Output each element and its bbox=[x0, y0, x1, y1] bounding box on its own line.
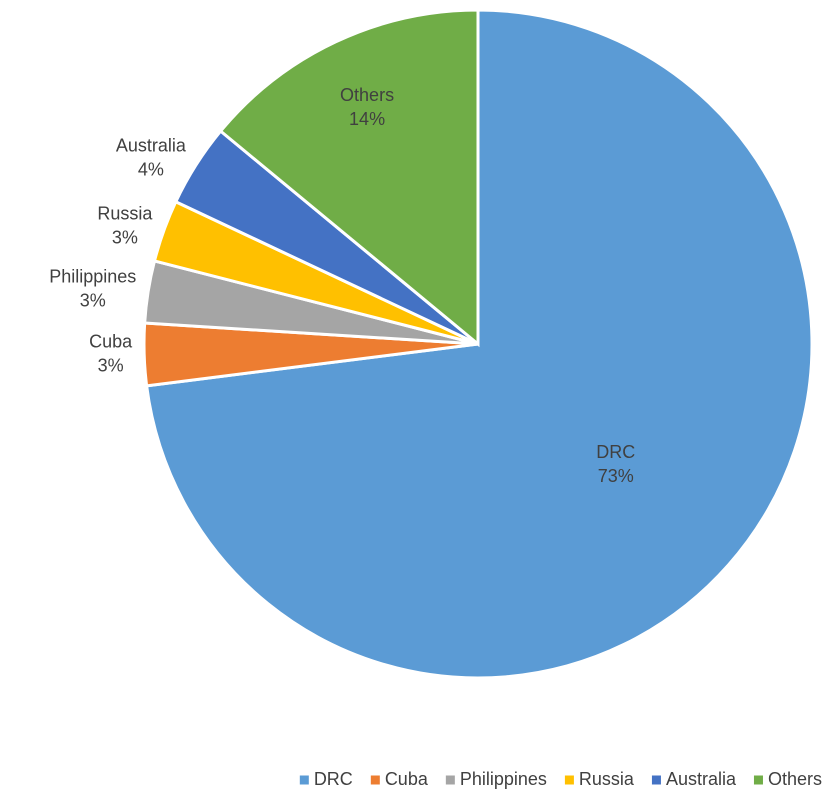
slice-value-label: 3% bbox=[112, 228, 138, 248]
slice-value-label: 3% bbox=[80, 291, 106, 311]
slice-label: Cuba bbox=[89, 332, 133, 352]
slice-value-label: 4% bbox=[138, 159, 164, 179]
legend-marker bbox=[299, 775, 309, 785]
legend-marker bbox=[564, 775, 574, 785]
slice-value-label: 14% bbox=[349, 109, 385, 129]
legend-label: Others bbox=[768, 769, 822, 789]
legend-marker bbox=[445, 775, 455, 785]
slice-label: Russia bbox=[97, 204, 153, 224]
legend-marker bbox=[651, 775, 661, 785]
pie-slice bbox=[218, 8, 480, 348]
slice-label: DRC bbox=[596, 442, 635, 462]
legend-label: Philippines bbox=[460, 769, 547, 789]
legend-label: Australia bbox=[666, 769, 737, 789]
slice-label: Australia bbox=[116, 135, 187, 155]
slice-label: Philippines bbox=[49, 267, 136, 287]
legend-label: Cuba bbox=[385, 769, 429, 789]
slice-label: Others bbox=[340, 85, 394, 105]
legend-marker bbox=[753, 775, 763, 785]
slice-value-label: 73% bbox=[598, 466, 634, 486]
slice-value-label: 3% bbox=[98, 356, 124, 376]
legend-marker bbox=[370, 775, 380, 785]
legend-label: DRC bbox=[314, 769, 353, 789]
legend-label: Russia bbox=[579, 769, 635, 789]
